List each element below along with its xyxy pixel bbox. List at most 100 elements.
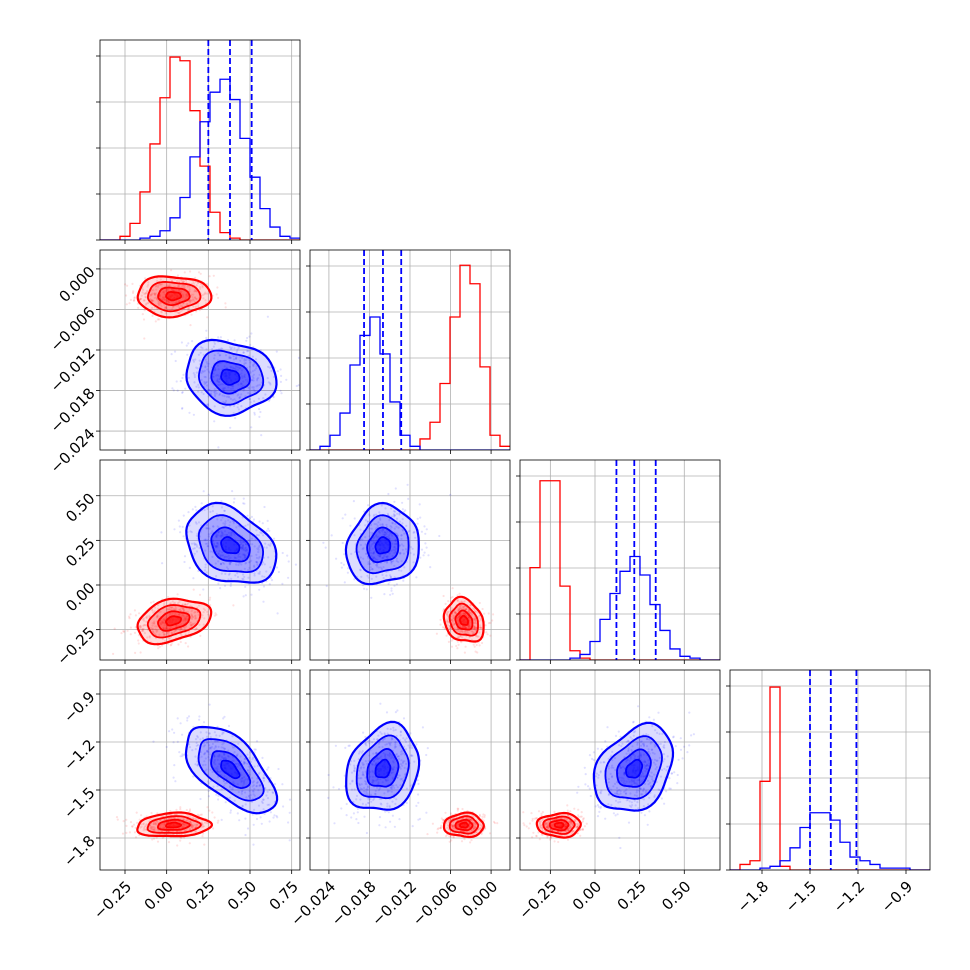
sample-point <box>288 839 291 842</box>
sample-point <box>399 778 402 781</box>
sample-point <box>244 378 247 381</box>
sample-point <box>256 379 259 382</box>
sample-point <box>391 522 394 525</box>
sample-point <box>132 290 135 293</box>
sample-point <box>228 524 231 527</box>
sample-point <box>343 553 346 556</box>
sample-point <box>223 509 226 512</box>
sample-point <box>241 558 245 561</box>
sample-point <box>251 543 254 546</box>
sample-point <box>359 556 362 559</box>
sample-point <box>160 620 164 623</box>
sample-point <box>152 822 155 826</box>
sample-point <box>269 544 272 547</box>
sample-point <box>235 526 238 529</box>
sample-point <box>403 760 406 763</box>
sample-point <box>195 290 198 293</box>
sample-point <box>247 386 250 389</box>
sample-point <box>220 536 223 539</box>
sample-point <box>155 616 158 619</box>
sample-point <box>372 752 375 755</box>
sample-point <box>154 285 157 288</box>
sample-point <box>456 598 459 602</box>
sample-point <box>237 790 240 794</box>
sample-point <box>356 811 359 814</box>
sample-point <box>218 383 221 386</box>
sample-point <box>183 560 186 564</box>
sample-point <box>252 843 255 846</box>
sample-point <box>446 620 449 623</box>
sample-point <box>172 389 175 392</box>
sample-point <box>220 534 223 538</box>
sample-point <box>187 645 190 648</box>
sample-point <box>180 304 183 307</box>
sample-point <box>217 368 220 371</box>
sample-point <box>122 820 125 823</box>
sample-point <box>257 804 261 807</box>
sample-point <box>234 357 237 360</box>
sample-point <box>223 584 227 587</box>
sample-point <box>457 609 461 612</box>
sample-point <box>173 764 176 767</box>
sample-point <box>173 350 177 353</box>
sample-point <box>569 821 572 824</box>
sample-point <box>393 545 396 548</box>
sample-point <box>407 530 410 533</box>
sample-point <box>457 607 460 611</box>
sample-point <box>268 399 271 402</box>
sample-point <box>223 753 226 756</box>
sample-point <box>378 816 382 819</box>
sample-point <box>382 556 385 559</box>
sample-point <box>180 627 183 630</box>
sample-point <box>186 303 189 306</box>
sample-point <box>202 764 205 767</box>
sample-point <box>362 557 365 560</box>
sample-point <box>260 800 264 803</box>
sample-point <box>371 781 374 784</box>
sample-point <box>242 780 246 784</box>
sample-point <box>456 825 459 828</box>
sample-point <box>142 829 145 832</box>
sample-point <box>251 370 254 373</box>
sample-point <box>360 575 363 578</box>
sample-point <box>216 544 219 548</box>
sample-point <box>260 822 263 825</box>
sample-point <box>461 606 465 609</box>
sample-point <box>212 542 216 545</box>
sample-point <box>547 821 550 824</box>
sample-point <box>349 782 352 785</box>
sample-point <box>191 826 194 829</box>
sample-point <box>253 545 256 548</box>
sample-point <box>216 525 219 528</box>
sample-point <box>232 358 236 361</box>
sample-point <box>253 369 256 372</box>
sample-point <box>269 811 272 814</box>
sample-point <box>585 822 588 825</box>
sample-point <box>235 762 238 766</box>
sample-point <box>150 299 153 302</box>
sample-point <box>231 531 234 534</box>
sample-point <box>252 789 255 792</box>
sample-point <box>383 554 386 558</box>
sample-point <box>255 740 259 743</box>
sample-point <box>399 767 402 770</box>
sample-point <box>179 808 182 811</box>
sample-point <box>353 769 356 772</box>
sample-point <box>129 298 132 301</box>
sample-point <box>449 812 453 815</box>
sample-point <box>243 779 246 782</box>
sample-point <box>263 812 266 816</box>
sample-point <box>179 311 182 314</box>
sample-point <box>473 618 476 621</box>
sample-point <box>227 724 231 728</box>
sample-point <box>267 381 270 384</box>
sample-point <box>195 522 198 525</box>
sample-point <box>162 633 165 637</box>
sample-point <box>150 601 153 604</box>
sample-point <box>232 385 235 388</box>
sample-point <box>448 819 451 822</box>
sample-point <box>388 742 391 746</box>
sample-point <box>286 554 289 557</box>
sample-point <box>234 762 237 766</box>
sample-point <box>178 613 181 616</box>
